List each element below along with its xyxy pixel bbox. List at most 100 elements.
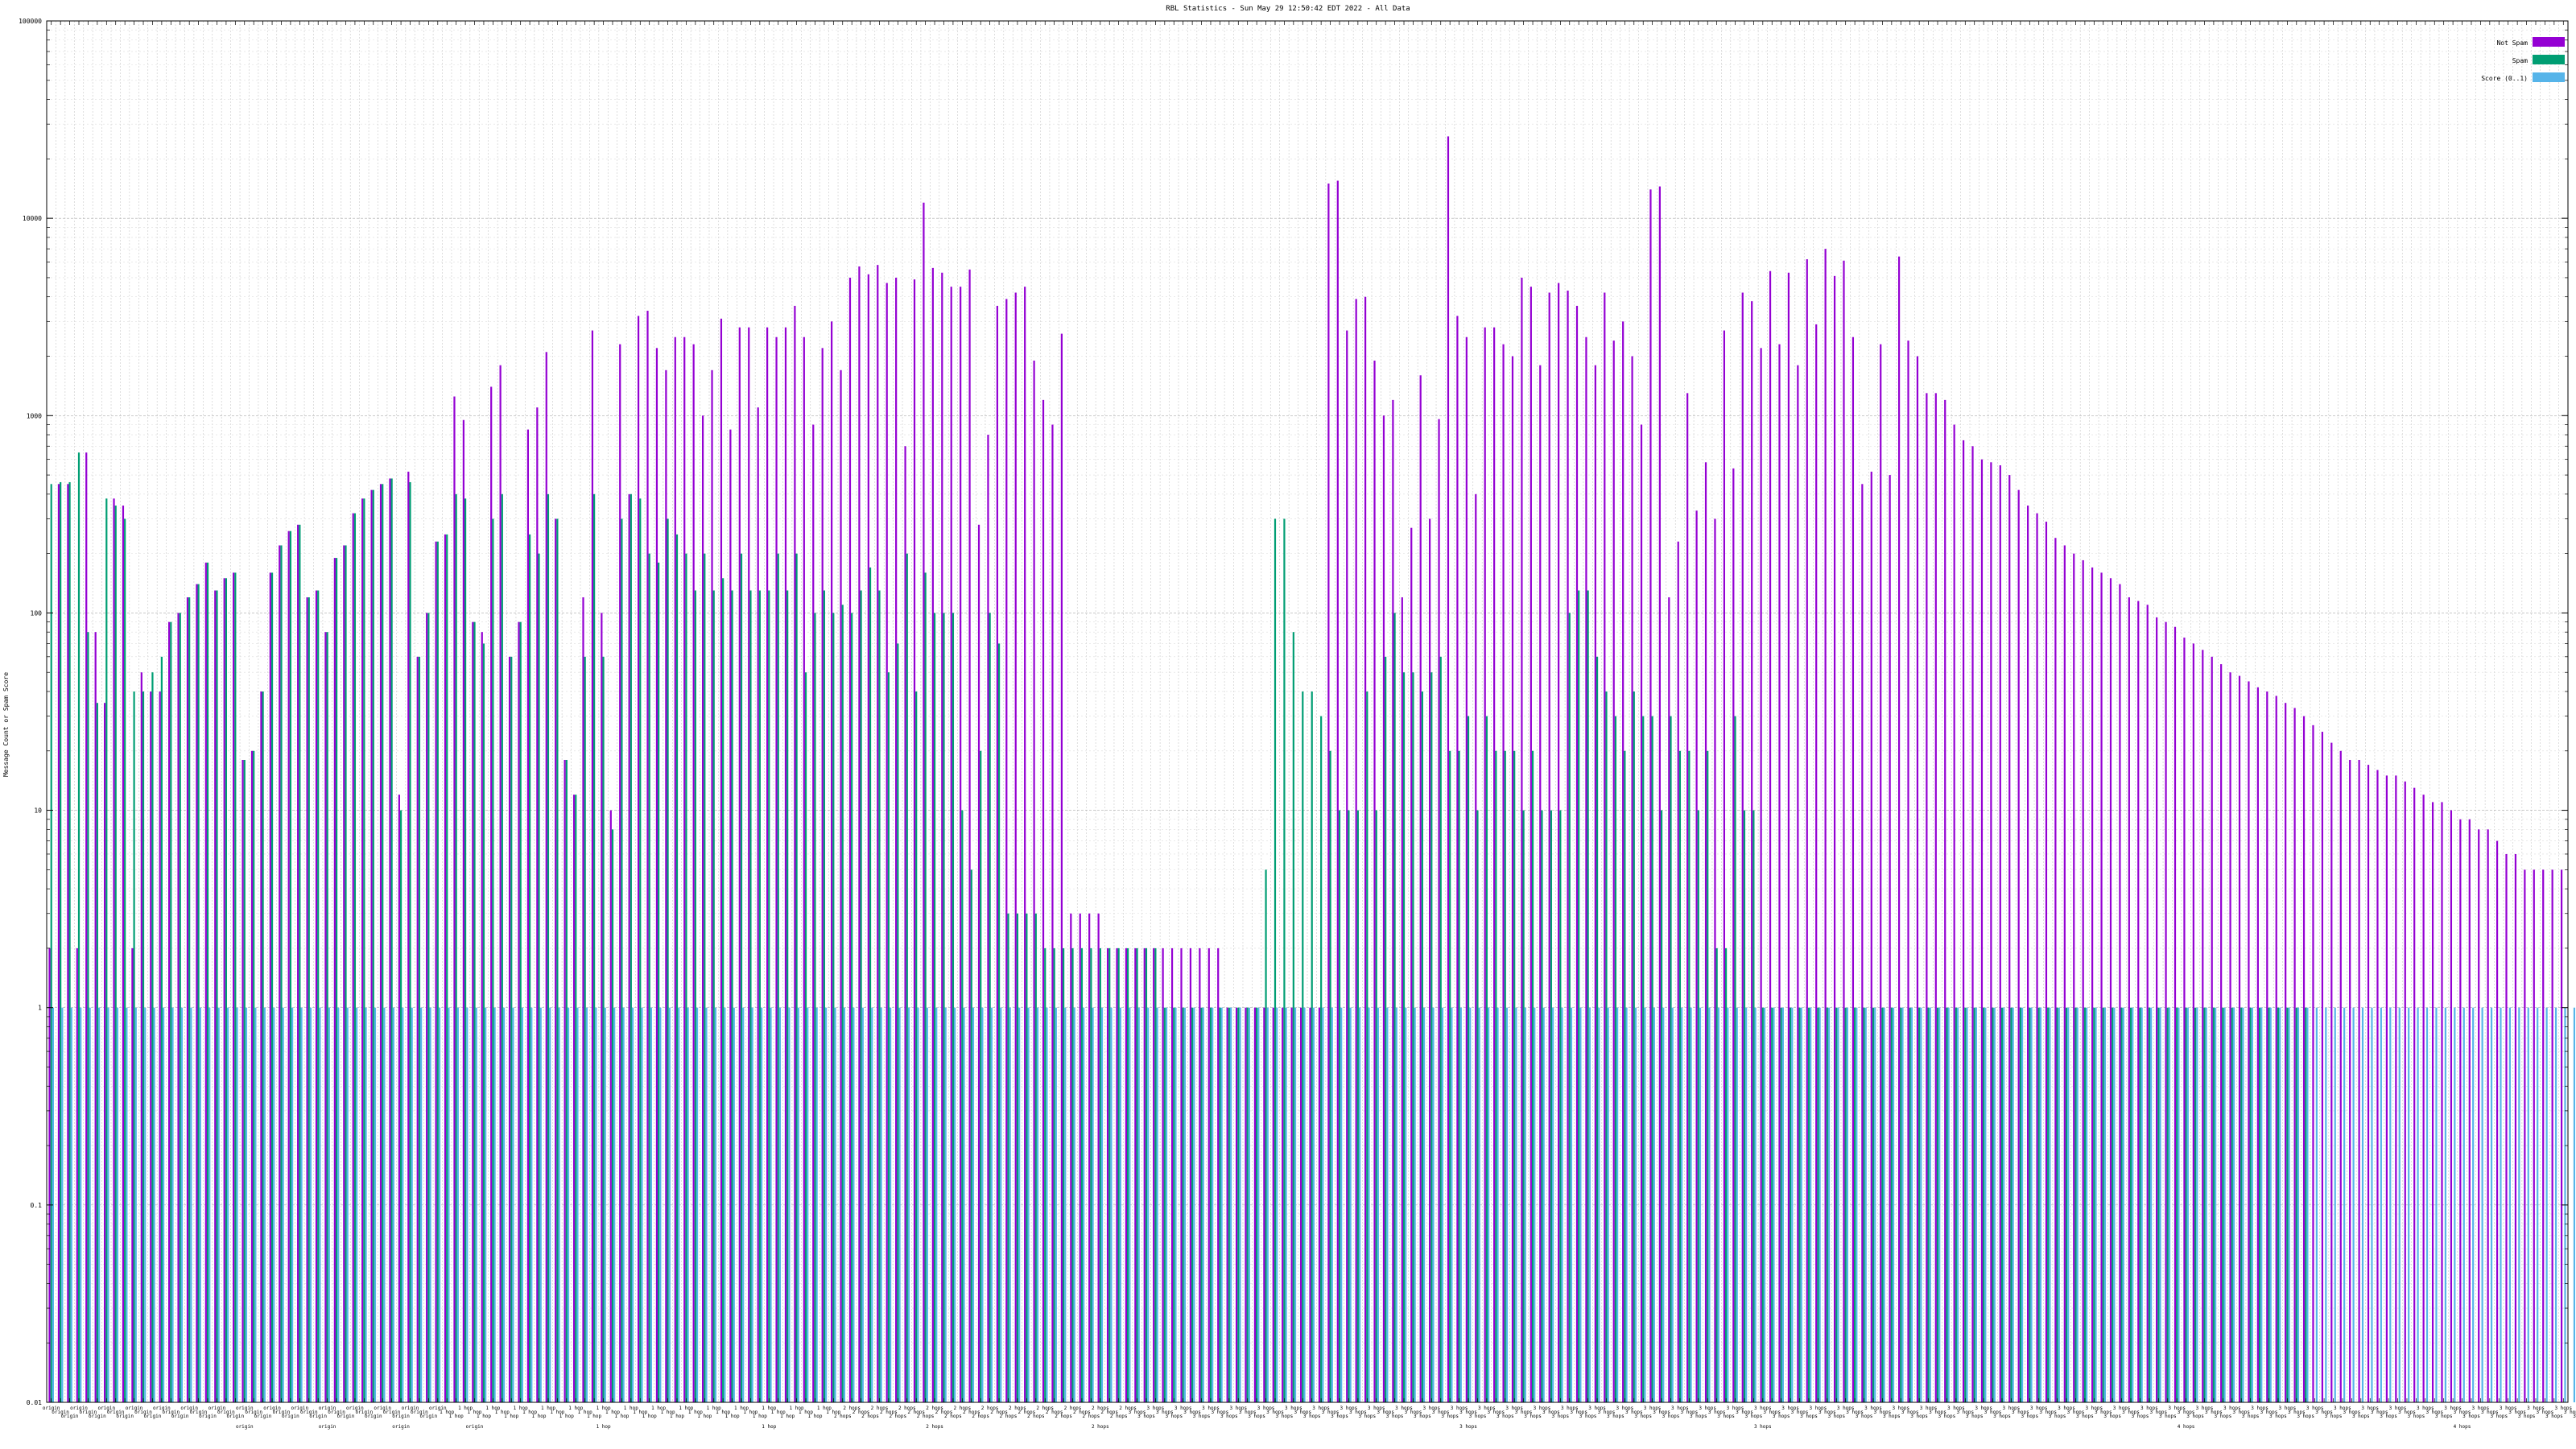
x-tick-label: 2 hops [1064, 1406, 1082, 1411]
bar-spam-92 [897, 643, 899, 1402]
bar-spam-221 [2083, 1007, 2086, 1402]
bar-spam-155 [1476, 810, 1479, 1402]
bar-spam-15 [188, 597, 191, 1402]
bar-score-0-1-38 [402, 1007, 404, 1402]
bar-spam-61 [611, 829, 614, 1402]
x-tick-label: 3 hops [1818, 1410, 1836, 1415]
bar-not-spam-191 [1806, 259, 1808, 1402]
bar-not-spam-186 [1760, 348, 1762, 1403]
x-tick-label: 3 hops [2408, 1414, 2425, 1419]
bar-not-spam-127 [1217, 947, 1220, 1402]
bar-spam-29 [317, 590, 320, 1402]
x-tick-label: 3 hops [2012, 1410, 2029, 1415]
bar-spam-217 [2047, 1007, 2050, 1402]
bar-spam-44 [455, 493, 457, 1402]
bar-not-spam-19 [223, 578, 225, 1402]
bar-not-spam-39 [407, 471, 410, 1403]
bar-spam-230 [2166, 1007, 2169, 1402]
bar-score-0-1-155 [1478, 1007, 1480, 1402]
bar-score-0-1-113 [1092, 1007, 1094, 1402]
bar-not-spam-96 [931, 267, 934, 1402]
bar-not-spam-263 [2468, 819, 2471, 1402]
bar-spam-174 [1651, 716, 1653, 1402]
x-tick-label: 3 hops [1634, 1414, 1652, 1419]
bar-spam-107 [1034, 913, 1037, 1402]
bar-not-spam-170 [1612, 341, 1615, 1403]
x-tick-label: 3 hops [2215, 1414, 2232, 1419]
x-tick-label: 1 hop [670, 1414, 684, 1419]
bar-spam-35 [372, 489, 374, 1402]
bar-score-0-1-7 [116, 1007, 119, 1402]
bar-spam-40 [418, 656, 421, 1402]
legend-swatch [2533, 37, 2565, 47]
x-tick-label: 1 hop [725, 1414, 740, 1419]
bar-score-0-1-104 [1009, 1007, 1011, 1402]
bar-score-0-1-91 [890, 1007, 892, 1402]
bar-not-spam-264 [2478, 829, 2480, 1402]
x-tick-label: 3 hops [2122, 1410, 2140, 1415]
bar-score-0-1-195 [1846, 1007, 1848, 1402]
bar-spam-129 [1237, 1007, 1240, 1402]
y-tick-label: 1 [38, 1005, 42, 1012]
x-tick-label: 3 hops [1542, 1410, 1560, 1415]
bar-not-spam-173 [1640, 424, 1643, 1402]
bar-score-0-1-168 [1598, 1007, 1600, 1402]
bar-score-0-1-234 [2205, 1007, 2207, 1402]
bar-score-0-1-14 [180, 1007, 184, 1402]
bar-score-0-1-81 [797, 1007, 799, 1402]
x-tick-label: 3 hops [2269, 1414, 2287, 1419]
bar-score-0-1-171 [1625, 1007, 1628, 1402]
x-group-label: 4 hops [2178, 1424, 2195, 1430]
bar-score-0-1-161 [1534, 1007, 1536, 1402]
x-tick-label: 1 hop [495, 1410, 510, 1415]
x-tick-label: 3 hops [1625, 1410, 1643, 1415]
x-tick-label: 3 hops [1856, 1414, 1873, 1419]
bar-spam-157 [1495, 750, 1497, 1402]
bar-score-0-1-206 [1947, 1007, 1950, 1402]
bar-not-spam-226 [2128, 597, 2130, 1402]
bar-score-0-1-63 [631, 1007, 634, 1402]
bar-not-spam-102 [987, 435, 989, 1402]
bar-score-0-1-137 [1312, 1007, 1315, 1402]
bar-spam-86 [841, 605, 844, 1402]
bar-not-spam-130 [1245, 1007, 1247, 1402]
x-tick-label: 2 hops [1119, 1406, 1137, 1411]
x-tick-label: origin [365, 1414, 382, 1419]
bar-spam-149 [1421, 691, 1423, 1402]
bar-not-spam-234 [2202, 650, 2204, 1402]
bar-not-spam-103 [996, 305, 998, 1402]
bar-not-spam-228 [2146, 605, 2149, 1402]
bar-not-spam-267 [2505, 853, 2508, 1402]
bar-not-spam-44 [453, 396, 456, 1402]
bar-not-spam-109 [1051, 424, 1054, 1402]
x-tick-label: 3 hops [1975, 1406, 1992, 1411]
bar-not-spam-65 [646, 311, 649, 1402]
bar-not-spam-107 [1033, 360, 1035, 1403]
bar-score-0-1-25 [282, 1007, 284, 1402]
x-tick-label: origin [107, 1410, 125, 1415]
bar-not-spam-184 [1741, 292, 1744, 1402]
bar-spam-142 [1356, 810, 1359, 1402]
bar-not-spam-233 [2192, 643, 2194, 1402]
bar-spam-90 [878, 590, 881, 1402]
x-tick-label: 3 hops [1276, 1414, 1294, 1419]
bar-score-0-1-103 [1000, 1007, 1002, 1402]
bar-spam-186 [1761, 1007, 1764, 1402]
bar-spam-70 [694, 590, 696, 1402]
bar-spam-120 [1154, 947, 1157, 1402]
bar-score-0-1-178 [1690, 1007, 1692, 1402]
bar-spam-21 [243, 759, 246, 1402]
bar-spam-234 [2203, 1007, 2206, 1402]
bar-spam-144 [1375, 810, 1377, 1402]
x-tick-label: 1 hop [587, 1414, 601, 1419]
x-tick-label: origin [254, 1414, 272, 1419]
x-tick-label: 1 hop [614, 1414, 629, 1419]
bar-spam-147 [1402, 672, 1406, 1402]
bar-spam-206 [1946, 1007, 1948, 1402]
x-tick-label: 2 hops [880, 1410, 898, 1415]
bar-score-0-1-62 [622, 1007, 625, 1402]
bar-not-spam-243 [2285, 703, 2287, 1402]
bar-spam-134 [1283, 518, 1286, 1402]
x-tick-label: 1 hop [743, 1410, 758, 1415]
x-tick-label: 3 hops [1993, 1414, 2011, 1419]
